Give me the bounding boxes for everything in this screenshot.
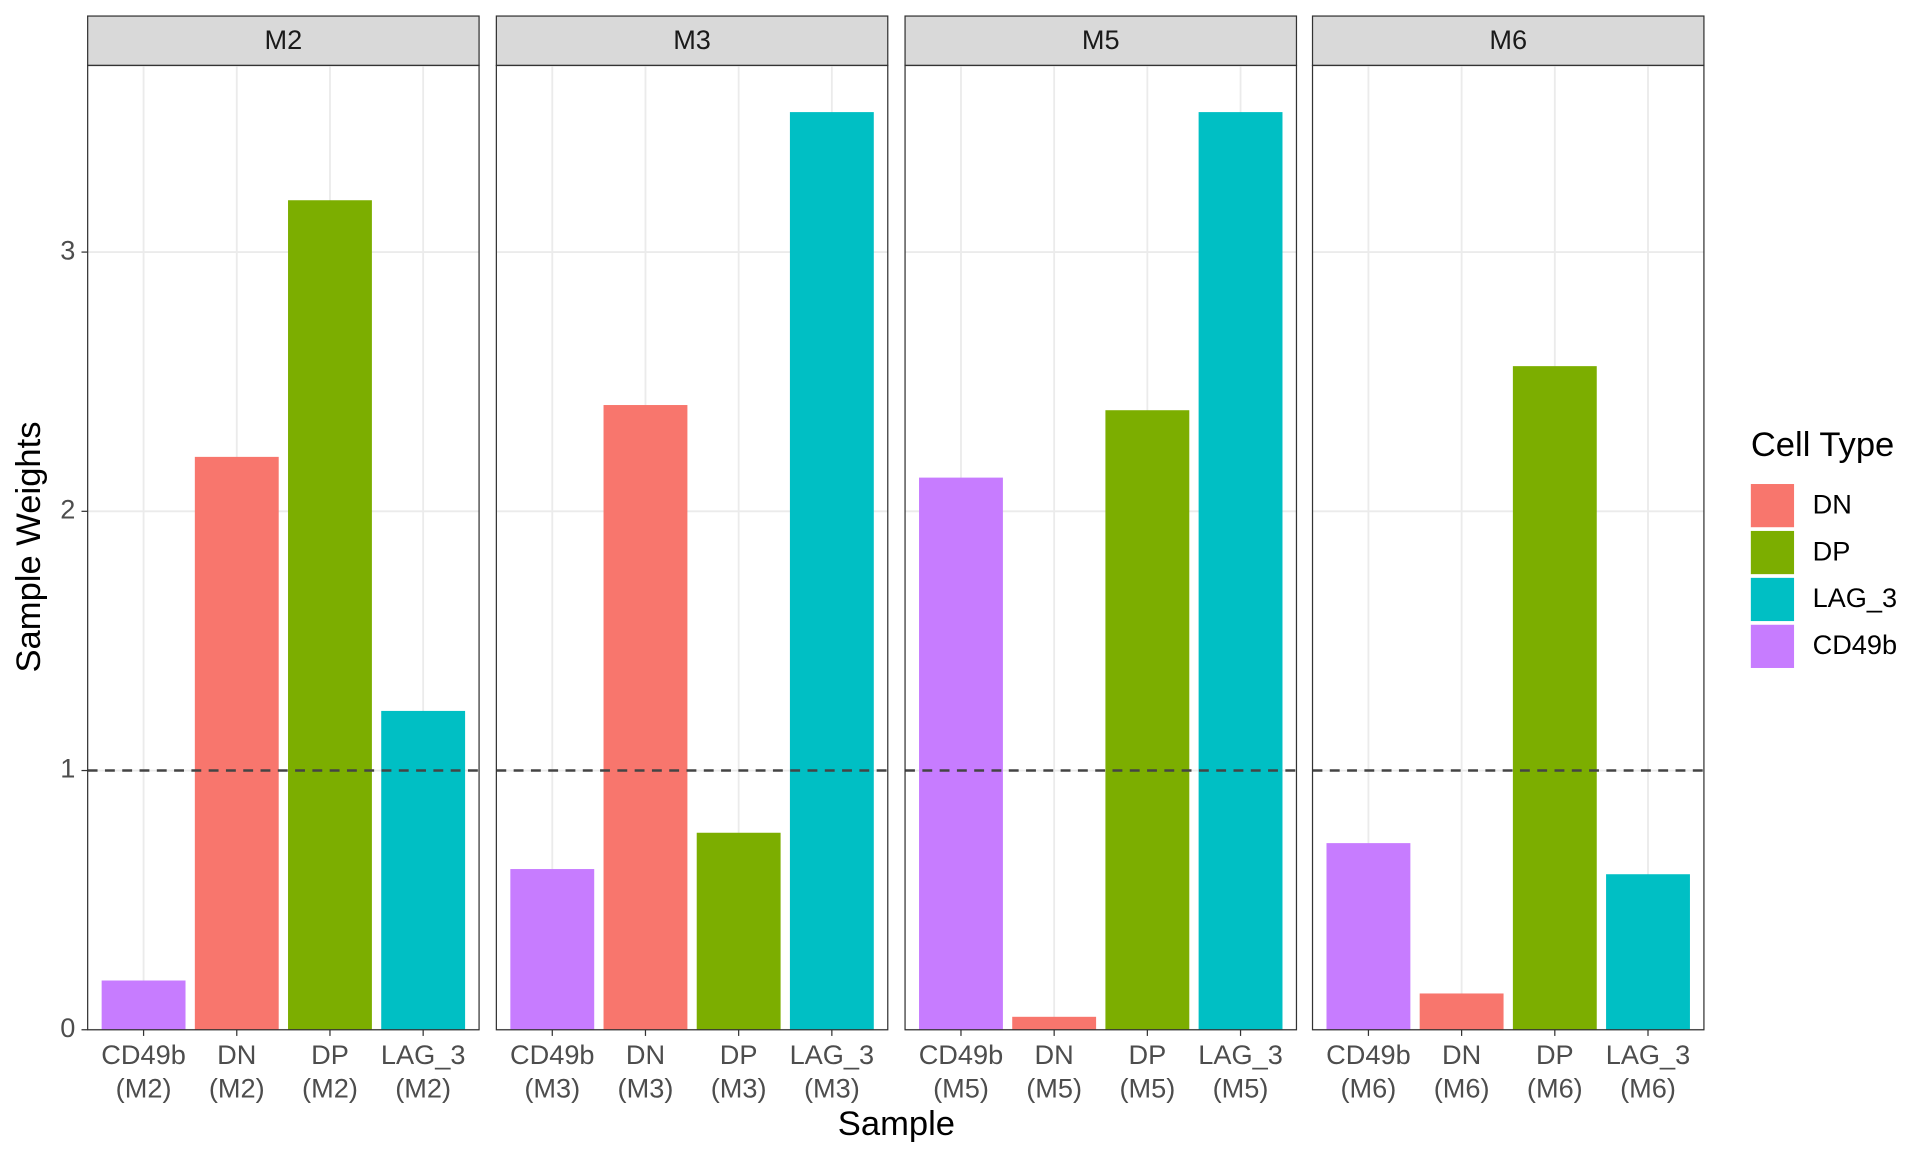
x-tick-label: CD49b (M5) bbox=[919, 1039, 1004, 1103]
x-tick-label: DP (M5) bbox=[1119, 1039, 1175, 1103]
bar bbox=[1105, 410, 1190, 1030]
strip bbox=[87, 15, 480, 67]
panel-border bbox=[904, 64, 1298, 1031]
y-axis-title: Sample Weights bbox=[10, 421, 48, 672]
legend-label: DP bbox=[1813, 535, 1851, 566]
x-tick-label: LAG_3 (M2) bbox=[381, 1039, 466, 1103]
bar bbox=[696, 832, 781, 1030]
x-tick-label: DN (M6) bbox=[1434, 1039, 1490, 1103]
bar bbox=[1012, 1016, 1097, 1030]
bar bbox=[1326, 843, 1411, 1030]
x-tick-label: CD49b (M2) bbox=[101, 1039, 186, 1103]
bar bbox=[789, 112, 874, 1030]
bar bbox=[1606, 874, 1690, 1030]
panel-border bbox=[87, 64, 480, 1031]
bar bbox=[101, 980, 186, 1030]
panel-border bbox=[1311, 64, 1705, 1031]
legend-swatch bbox=[1750, 624, 1795, 668]
legend-label: LAG_3 bbox=[1813, 582, 1898, 613]
x-tick-label: LAG_3 (M5) bbox=[1198, 1039, 1283, 1103]
strip bbox=[1311, 15, 1705, 67]
x-tick-label: DN (M2) bbox=[209, 1039, 265, 1103]
bar bbox=[1419, 993, 1504, 1030]
x-tick-label: LAG_3 (M3) bbox=[790, 1039, 875, 1103]
x-tick-label: DP (M3) bbox=[711, 1039, 767, 1103]
strip-title: M5 bbox=[1082, 24, 1120, 55]
x-tick-label: CD49b (M3) bbox=[510, 1039, 595, 1103]
x-tick-label: LAG_3 (M6) bbox=[1606, 1039, 1691, 1103]
bar bbox=[194, 456, 279, 1030]
legend-label: CD49b bbox=[1813, 629, 1898, 660]
y-tick-label: 1 bbox=[60, 753, 75, 784]
x-tick-label: DP (M6) bbox=[1527, 1039, 1583, 1103]
legend-swatch bbox=[1750, 530, 1795, 575]
strip bbox=[904, 15, 1298, 67]
strip bbox=[495, 15, 889, 67]
y-tick-label: 0 bbox=[60, 1012, 75, 1043]
legend-label: DN bbox=[1813, 488, 1852, 519]
panel-border bbox=[495, 64, 889, 1031]
bar bbox=[1512, 366, 1597, 1030]
x-tick-label: DN (M5) bbox=[1026, 1039, 1082, 1103]
y-tick-label: 3 bbox=[60, 234, 75, 265]
legend-swatch bbox=[1750, 577, 1795, 622]
bar bbox=[603, 405, 688, 1030]
y-tick-label: 2 bbox=[60, 493, 75, 524]
bar bbox=[381, 710, 466, 1030]
x-tick-label: DP (M2) bbox=[302, 1039, 358, 1103]
strip-title: M6 bbox=[1489, 24, 1527, 55]
legend-title: Cell Type bbox=[1751, 426, 1894, 464]
legend-swatch bbox=[1750, 484, 1795, 528]
x-tick-label: DN (M3) bbox=[618, 1039, 674, 1103]
strip-title: M2 bbox=[265, 24, 303, 55]
strip-title: M3 bbox=[673, 24, 711, 55]
x-axis-title: Sample bbox=[838, 1105, 955, 1143]
bar bbox=[919, 477, 1003, 1030]
x-tick-label: CD49b (M6) bbox=[1326, 1039, 1411, 1103]
bar bbox=[288, 200, 372, 1030]
bar bbox=[1198, 112, 1283, 1030]
bar bbox=[510, 869, 595, 1030]
